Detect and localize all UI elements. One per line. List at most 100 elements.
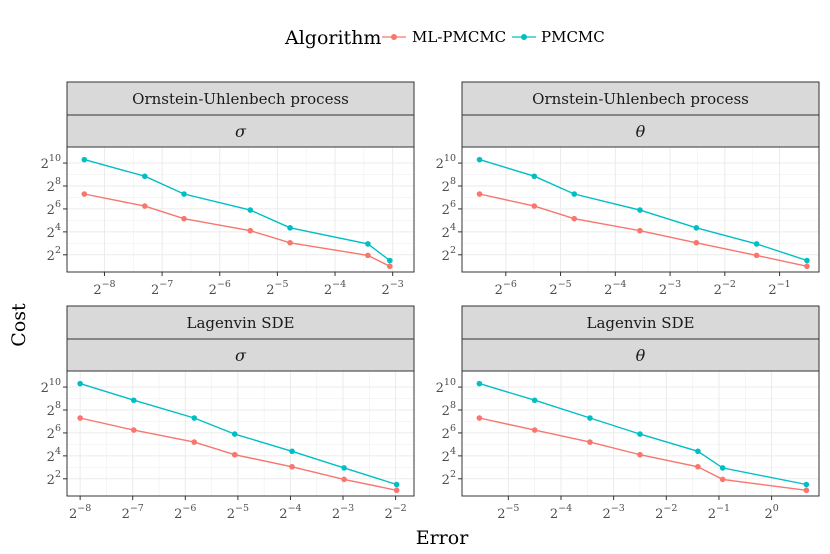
panel-ou-theta: Ornstein-Uhlenbech process θ 2−6 2−5 2−4 2−… — [436, 81, 820, 298]
strip-parameter: θ — [636, 122, 646, 141]
strip-title-box — [461, 305, 820, 340]
y-tick-label: 210 — [41, 377, 61, 396]
x-tick-label: 2−6 — [174, 503, 196, 522]
x-tick-label: 2−4 — [324, 279, 346, 298]
data-point-ml-pmcmc — [386, 263, 393, 270]
strip-parameter-box — [66, 338, 415, 372]
x-tick-label: 2−2 — [384, 503, 406, 522]
data-point-ml-pmcmc — [130, 427, 137, 433]
data-point-ml-pmcmc — [803, 487, 810, 494]
panel-border — [461, 370, 820, 497]
y-tick-label: 26 — [47, 423, 61, 442]
plot-area — [67, 147, 414, 272]
data-point-pmcmc — [247, 207, 254, 213]
y-tick-label: 22 — [442, 469, 456, 488]
y-tick-label: 24 — [47, 222, 61, 241]
strip-parameter-box — [461, 114, 820, 148]
data-point-pmcmc — [719, 465, 726, 471]
panel-ou-sigma: Ornstein-Uhlenbech process σ 2−8 2−7 2−6 2−… — [41, 81, 415, 298]
data-point-pmcmc — [476, 156, 483, 163]
data-point-pmcmc — [289, 448, 295, 455]
y-tick-label: 28 — [442, 400, 456, 419]
data-point-ml-pmcmc — [753, 252, 760, 259]
y-tick-label: 24 — [47, 446, 61, 465]
data-point-ml-pmcmc — [181, 215, 187, 222]
data-point-pmcmc — [693, 225, 700, 231]
data-point-pmcmc — [803, 481, 810, 488]
data-point-pmcmc — [393, 481, 400, 488]
x-tick-label: 2−2 — [655, 503, 677, 522]
x-tick-label: 2−1 — [768, 279, 790, 298]
strip-title-box — [461, 81, 820, 116]
x-tick-label: 2−3 — [659, 279, 681, 298]
y-tick-label: 210 — [436, 153, 456, 172]
x-tick-label: 2−6 — [495, 279, 517, 298]
strip-title: Lagenvin SDE — [187, 314, 295, 332]
x-tick-label: 2−3 — [602, 503, 624, 522]
data-point-pmcmc — [587, 415, 593, 421]
data-point-pmcmc — [142, 173, 148, 180]
data-point-pmcmc — [386, 257, 393, 264]
data-point-pmcmc — [804, 257, 810, 264]
strip-parameter: σ — [235, 346, 247, 365]
data-point-ml-pmcmc — [637, 227, 643, 234]
data-point-ml-pmcmc — [365, 252, 371, 259]
strip-parameter-box — [461, 338, 820, 372]
data-point-pmcmc — [231, 431, 238, 437]
data-point-pmcmc — [637, 431, 643, 437]
data-point-pmcmc — [81, 156, 88, 163]
x-tick-label: 2−1 — [708, 503, 730, 522]
x-tick-label: 2−8 — [69, 503, 91, 522]
legend-key-dot-ml-pmcmc — [391, 34, 397, 40]
strip-parameter-box — [66, 114, 415, 148]
data-point-ml-pmcmc — [637, 451, 643, 458]
y-tick-label: 28 — [47, 176, 61, 195]
data-point-pmcmc — [181, 191, 187, 197]
x-tick-label: 2−5 — [549, 279, 571, 298]
y-tick-label: 210 — [436, 377, 456, 396]
x-tick-label: 2−3 — [332, 503, 354, 522]
y-tick-label: 24 — [442, 222, 456, 241]
strip-parameter: θ — [636, 346, 646, 365]
data-point-ml-pmcmc — [531, 203, 538, 209]
y-tick-label: 26 — [442, 423, 456, 442]
x-tick-label: 2−5 — [497, 503, 519, 522]
data-point-pmcmc — [476, 380, 483, 387]
data-point-ml-pmcmc — [476, 415, 483, 421]
y-tick-label: 210 — [41, 153, 61, 172]
data-point-ml-pmcmc — [693, 239, 700, 246]
y-tick-label: 28 — [442, 176, 456, 195]
data-point-ml-pmcmc — [695, 463, 701, 470]
x-tick-label: 20 — [764, 503, 778, 522]
x-tick-label: 2−8 — [93, 279, 115, 298]
data-point-ml-pmcmc — [393, 487, 400, 494]
y-tick-label: 26 — [442, 199, 456, 218]
plot-area — [67, 371, 414, 496]
data-point-pmcmc — [571, 191, 578, 197]
x-axis-title: Error — [416, 527, 469, 549]
strip-title: Ornstein-Uhlenbech process — [532, 90, 749, 108]
panel-border — [66, 370, 415, 497]
strip-parameter: σ — [235, 122, 247, 141]
y-tick-label: 26 — [47, 199, 61, 218]
data-point-ml-pmcmc — [531, 427, 538, 433]
data-point-ml-pmcmc — [142, 203, 148, 209]
data-point-pmcmc — [695, 448, 701, 455]
panel-border — [461, 146, 820, 273]
x-tick-label: 2−7 — [122, 503, 144, 522]
x-tick-label: 2−5 — [266, 279, 288, 298]
data-point-ml-pmcmc — [804, 263, 810, 270]
legend-label-pmcmc: PMCMC — [541, 28, 605, 46]
legend-item-pmcmc: PMCMC — [512, 28, 605, 46]
data-point-pmcmc — [637, 207, 643, 213]
data-point-ml-pmcmc — [191, 439, 198, 445]
data-point-pmcmc — [77, 380, 83, 387]
legend-key-dot-pmcmc — [521, 34, 527, 40]
strip-title: Ornstein-Uhlenbech process — [132, 90, 349, 108]
x-tick-label: 2−6 — [209, 279, 231, 298]
data-point-pmcmc — [341, 465, 347, 471]
panel-border — [66, 146, 415, 273]
y-tick-label: 22 — [442, 245, 456, 264]
y-tick-label: 24 — [442, 446, 456, 465]
